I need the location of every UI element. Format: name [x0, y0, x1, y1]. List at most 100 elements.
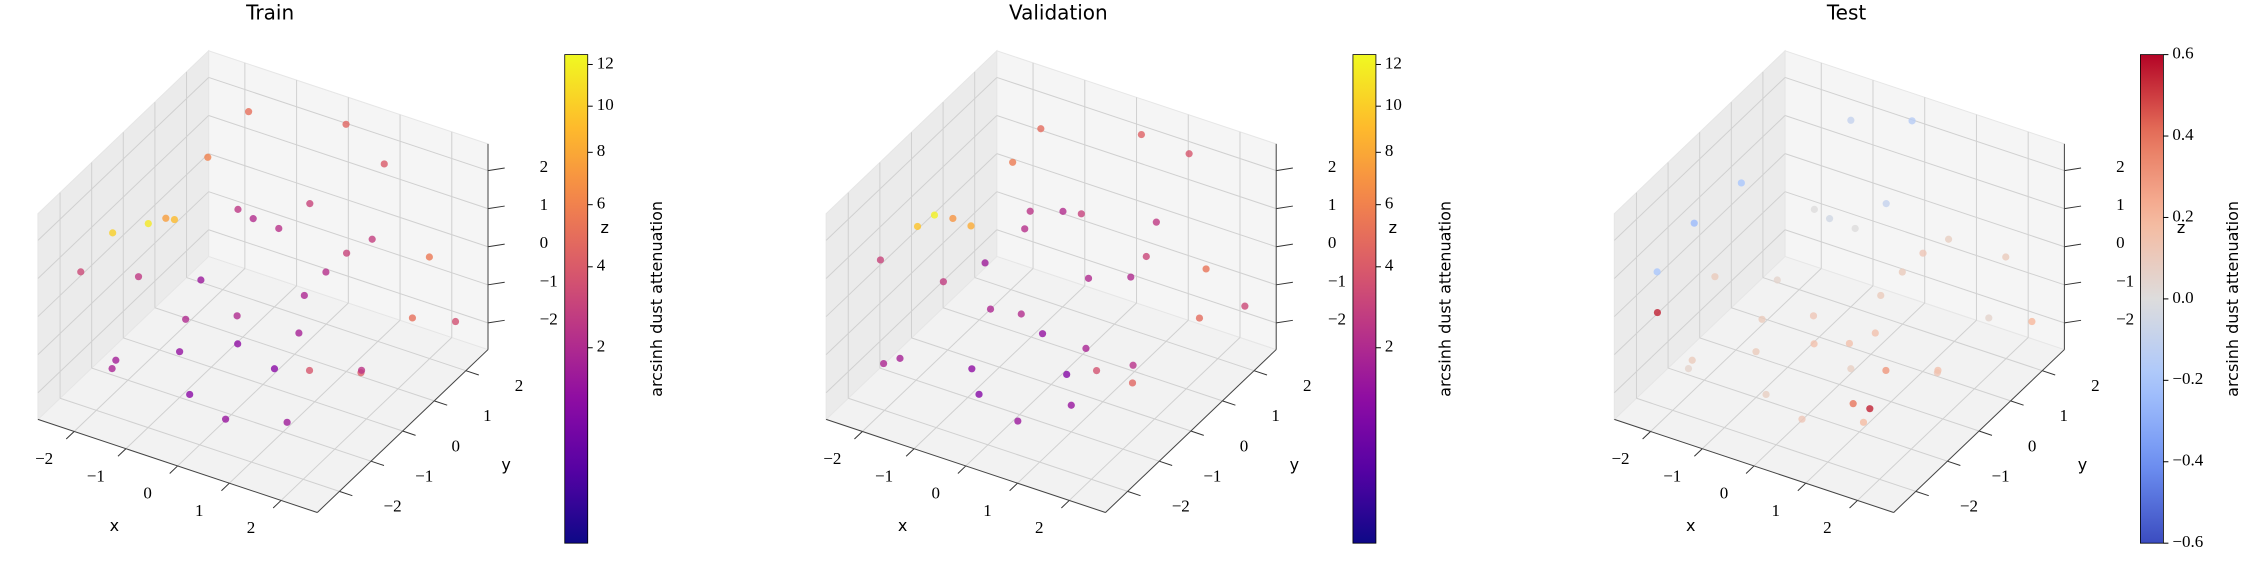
tick-mark — [905, 448, 915, 457]
tick-mark — [434, 400, 448, 406]
x-tick-label: 2 — [1035, 518, 1044, 537]
tick-mark — [465, 370, 479, 376]
axis-line — [37, 418, 318, 513]
colorbar-tick-label: 0.0 — [2172, 288, 2193, 307]
z-tick-label: −1 — [2116, 271, 2134, 290]
colorbar-tick-label: 2 — [597, 337, 606, 356]
point — [1690, 219, 1698, 227]
point — [1653, 308, 1662, 317]
point — [913, 222, 922, 231]
point — [1798, 415, 1806, 423]
x-tick-label: 1 — [1771, 501, 1780, 520]
point — [1871, 329, 1879, 337]
chart-title: Train — [245, 1, 294, 25]
tick-mark — [402, 430, 416, 436]
point — [1851, 224, 1859, 233]
point — [233, 312, 241, 320]
point — [1758, 315, 1766, 323]
tick-mark — [1061, 500, 1070, 509]
tick-mark — [1915, 490, 1929, 497]
z-axis-label: z — [1389, 218, 1397, 237]
point — [1882, 200, 1890, 208]
grid-line — [186, 277, 467, 372]
y-tick-label: −1 — [415, 466, 433, 485]
colorbar — [1352, 54, 1377, 544]
point — [1082, 344, 1090, 353]
colorbar-tick-label: 8 — [1385, 141, 1394, 160]
grid-line — [1613, 191, 1786, 356]
point — [1934, 366, 1942, 374]
tick-mark — [1276, 243, 1293, 248]
tick-mark — [65, 431, 75, 440]
point — [1810, 340, 1818, 348]
tick-mark — [221, 482, 230, 492]
point — [1849, 400, 1857, 408]
tick-mark — [2064, 319, 2082, 324]
colorbar-label: arcsinh dust attenuation — [2223, 201, 2242, 397]
point — [275, 224, 283, 233]
point — [283, 418, 291, 426]
point — [981, 259, 989, 267]
chart-title: Test — [1826, 1, 1867, 25]
point — [408, 314, 417, 322]
tick-mark — [2064, 243, 2082, 248]
colorbar — [564, 54, 589, 544]
y-tick-label: 0 — [2028, 436, 2037, 455]
grid-line — [996, 191, 1277, 286]
colorbar-tick-label: 10 — [597, 95, 614, 114]
tick-mark — [272, 500, 282, 509]
grid-line — [123, 337, 403, 432]
z-tick-label: 0 — [2116, 233, 2125, 252]
point — [1653, 268, 1661, 276]
point — [357, 366, 366, 374]
x-axis-label: x — [898, 516, 907, 535]
point — [1127, 273, 1135, 281]
grid-line — [942, 307, 1223, 402]
point — [249, 215, 257, 223]
point — [2002, 253, 2010, 261]
point — [300, 291, 308, 300]
y-tick-label: 1 — [483, 406, 492, 425]
point — [1752, 348, 1760, 356]
axis-line — [825, 418, 1106, 513]
y-tick-label: −1 — [1992, 466, 2010, 485]
point — [1737, 179, 1745, 187]
colorbar-tick-label: 6 — [597, 194, 606, 213]
point — [1017, 310, 1025, 318]
point — [1908, 117, 1916, 125]
point — [182, 315, 190, 323]
colorbar-label: arcsinh dust attenuation — [1435, 201, 1454, 397]
x-tick-label: 0 — [1720, 484, 1729, 503]
point — [343, 249, 351, 257]
y-tick-label: 0 — [1240, 436, 1249, 455]
grid-line — [1699, 337, 1980, 432]
y-tick-label: 1 — [1271, 406, 1280, 425]
tick-mark — [1009, 482, 1018, 492]
point — [1762, 390, 1770, 399]
grid-line — [37, 229, 209, 394]
grid-line — [1613, 115, 1786, 279]
point — [144, 219, 152, 228]
x-tick-label: −2 — [823, 449, 841, 468]
tick-mark — [487, 167, 505, 172]
colorbar-tick-label: 0.4 — [2172, 125, 2194, 144]
tick-mark — [487, 205, 505, 210]
point — [880, 359, 888, 368]
z-axis-label: z — [600, 218, 608, 237]
z-axis-label: z — [2177, 218, 2185, 237]
grid-line — [1762, 277, 2043, 372]
point — [1195, 314, 1204, 322]
x-tick-label: −1 — [875, 466, 893, 485]
tick-mark — [1978, 430, 1993, 436]
point — [176, 348, 184, 356]
point — [170, 215, 179, 224]
grid-line — [825, 115, 998, 279]
point — [134, 273, 143, 281]
point — [204, 153, 212, 161]
point — [1688, 356, 1696, 364]
colorbar-tick-label: 8 — [597, 141, 606, 160]
point — [939, 278, 947, 286]
x-tick-label: 0 — [143, 484, 152, 503]
point — [1202, 265, 1210, 273]
tick-mark — [1190, 430, 1204, 436]
